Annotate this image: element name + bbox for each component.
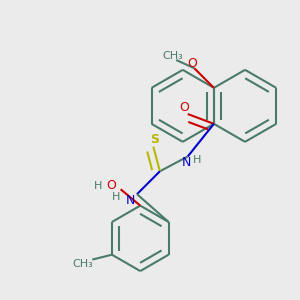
Text: N: N bbox=[182, 156, 191, 169]
Text: N: N bbox=[126, 194, 135, 207]
Text: O: O bbox=[106, 179, 116, 193]
Text: CH₃: CH₃ bbox=[72, 259, 93, 269]
Text: CH₃: CH₃ bbox=[163, 51, 183, 61]
Text: H: H bbox=[193, 155, 202, 165]
Text: O: O bbox=[188, 57, 198, 70]
Text: H: H bbox=[94, 181, 102, 191]
Text: O: O bbox=[179, 101, 189, 114]
Text: H: H bbox=[112, 192, 120, 202]
Text: S: S bbox=[151, 133, 160, 146]
